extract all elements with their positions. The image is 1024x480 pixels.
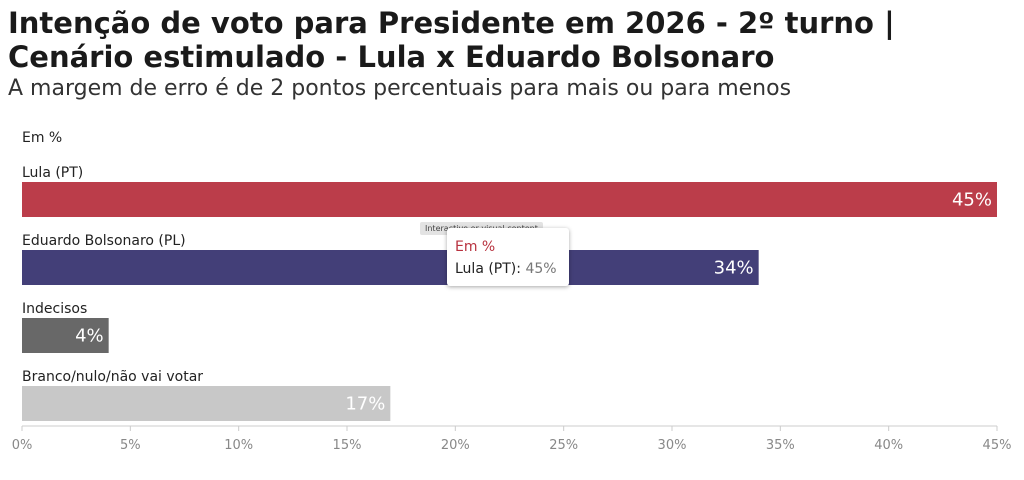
- x-tick-label: 15%: [333, 438, 362, 453]
- x-tick-label: 5%: [120, 438, 141, 453]
- bar[interactable]: [22, 182, 997, 217]
- category-label: Indecisos: [22, 301, 87, 317]
- x-tick-label: 10%: [224, 438, 253, 453]
- x-tick-label: 25%: [549, 438, 578, 453]
- x-tick-label: 45%: [983, 438, 1012, 453]
- bar[interactable]: [22, 386, 391, 421]
- x-tick-label: 35%: [766, 438, 795, 453]
- x-tick-label: 40%: [874, 438, 903, 453]
- unit-label: Em %: [22, 130, 63, 146]
- x-tick-label: 30%: [658, 438, 687, 453]
- category-label: Branco/nulo/não vai votar: [22, 369, 203, 385]
- data-label: 4%: [75, 326, 104, 347]
- chart-subtitle: A margem de erro é de 2 pontos percentua…: [8, 76, 792, 101]
- data-label: 45%: [952, 190, 992, 211]
- chart-title: Intenção de voto para Presidente em 2026…: [8, 6, 895, 74]
- tooltip-value: 45%: [525, 261, 557, 277]
- category-label: Eduardo Bolsonaro (PL): [22, 233, 186, 249]
- x-tick-label: 0%: [12, 438, 33, 453]
- tooltip-series-label: Lula (PT):: [455, 261, 521, 277]
- data-label: 34%: [714, 258, 754, 279]
- tooltip-title: Em %: [455, 239, 496, 255]
- x-tick-label: 20%: [441, 438, 470, 453]
- bar[interactable]: [22, 318, 109, 353]
- tooltip-line: Lula (PT): 45%: [455, 261, 557, 277]
- chart-tooltip: Em % Lula (PT): 45%: [447, 228, 569, 286]
- category-label: Lula (PT): [22, 165, 83, 181]
- data-label: 17%: [345, 394, 385, 415]
- bar[interactable]: [22, 250, 759, 285]
